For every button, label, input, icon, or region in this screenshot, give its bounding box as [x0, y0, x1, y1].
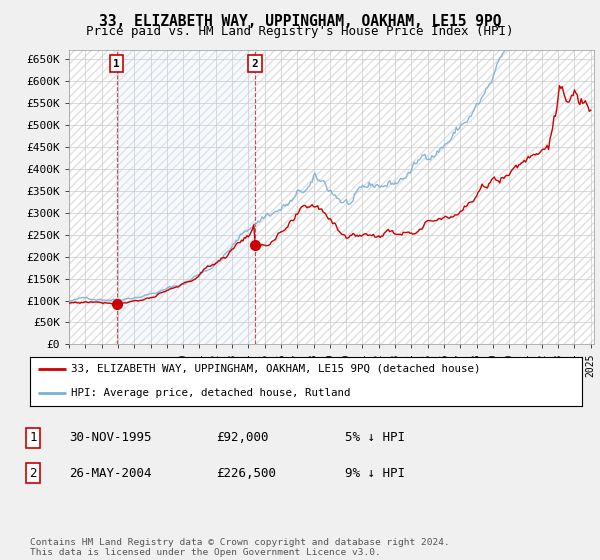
Text: 33, ELIZABETH WAY, UPPINGHAM, OAKHAM, LE15 9PQ: 33, ELIZABETH WAY, UPPINGHAM, OAKHAM, LE…	[99, 14, 501, 29]
Text: £226,500: £226,500	[216, 466, 276, 480]
Text: 2: 2	[29, 466, 37, 480]
Text: Contains HM Land Registry data © Crown copyright and database right 2024.
This d: Contains HM Land Registry data © Crown c…	[30, 538, 450, 557]
Text: 1: 1	[113, 59, 120, 68]
Text: HPI: Average price, detached house, Rutland: HPI: Average price, detached house, Rutl…	[71, 388, 351, 398]
Text: 9% ↓ HPI: 9% ↓ HPI	[345, 466, 405, 480]
Text: Price paid vs. HM Land Registry's House Price Index (HPI): Price paid vs. HM Land Registry's House …	[86, 25, 514, 38]
Text: £92,000: £92,000	[216, 431, 269, 445]
Text: 1: 1	[29, 431, 37, 445]
Text: 26-MAY-2004: 26-MAY-2004	[69, 466, 151, 480]
Text: 33, ELIZABETH WAY, UPPINGHAM, OAKHAM, LE15 9PQ (detached house): 33, ELIZABETH WAY, UPPINGHAM, OAKHAM, LE…	[71, 363, 481, 374]
Bar	[116, 50, 255, 344]
Text: 30-NOV-1995: 30-NOV-1995	[69, 431, 151, 445]
Text: 5% ↓ HPI: 5% ↓ HPI	[345, 431, 405, 445]
Text: 2: 2	[251, 59, 258, 68]
